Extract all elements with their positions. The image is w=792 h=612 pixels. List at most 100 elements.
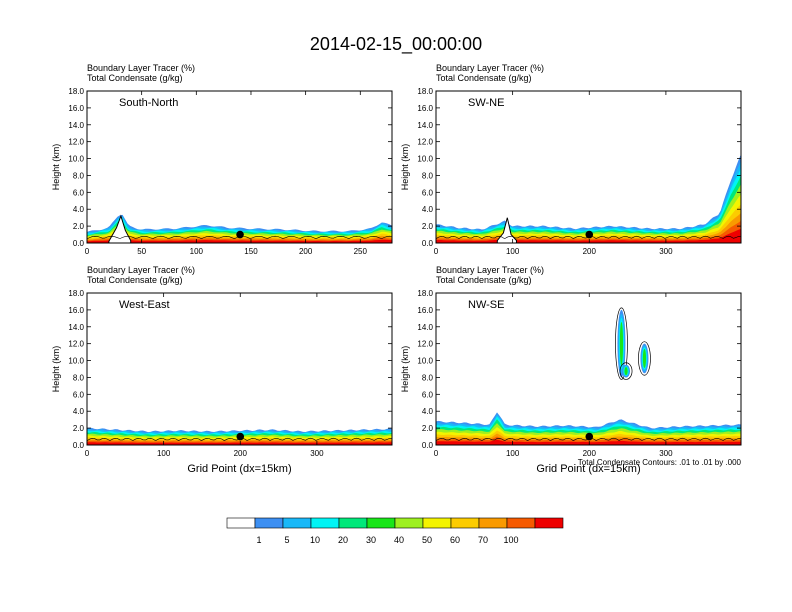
x-tick-label: 200 bbox=[583, 247, 597, 256]
y-tick-label: 16.0 bbox=[68, 306, 84, 315]
panel-title-line-1: Boundary Layer Tracer (%) bbox=[87, 63, 195, 73]
y-tick-label: 14.0 bbox=[68, 323, 84, 332]
y-tick-label: 6.0 bbox=[422, 390, 434, 399]
x-axis-label: Grid Point (dx=15km) bbox=[187, 463, 291, 475]
y-tick-label: 16.0 bbox=[417, 104, 433, 113]
y-tick-label: 4.0 bbox=[73, 407, 85, 416]
location-marker bbox=[585, 432, 594, 441]
panel-title-line-2: Total Condensate (g/kg) bbox=[436, 275, 532, 285]
figure-footnote: Total Condensate Contours: .01 to .01 by… bbox=[578, 458, 742, 467]
plume-2-band-4 bbox=[642, 348, 647, 368]
panel-title-line-1: Boundary Layer Tracer (%) bbox=[87, 265, 195, 275]
plot-area bbox=[436, 307, 741, 445]
y-tick-label: 18.0 bbox=[417, 87, 433, 96]
x-tick-label: 100 bbox=[506, 449, 520, 458]
tracer-band-10 bbox=[436, 228, 741, 243]
colorbar-swatch-4 bbox=[310, 517, 340, 529]
y-tick-label: 6.0 bbox=[422, 188, 434, 197]
colorbar-label: 1 bbox=[256, 535, 261, 545]
y-tick-label: 14.0 bbox=[417, 323, 433, 332]
y-tick-label: 2.0 bbox=[422, 424, 434, 433]
panel-title-line-1: Boundary Layer Tracer (%) bbox=[436, 265, 544, 275]
y-tick-label: 4.0 bbox=[422, 205, 434, 214]
plot-area bbox=[87, 427, 392, 445]
y-tick-label: 18.0 bbox=[68, 87, 84, 96]
x-tick-label: 250 bbox=[354, 247, 368, 256]
x-tick-label: 100 bbox=[506, 247, 520, 256]
colorbar-swatch-8 bbox=[422, 517, 452, 529]
colorbar-swatch-9 bbox=[450, 517, 480, 529]
location-marker bbox=[236, 230, 244, 239]
panel-label: South-North bbox=[119, 97, 178, 109]
panel-nw-se: 0.0 2.0 4.0 6.0 8.0 10.0 12.0 14.0 16.0 18.0 0 100 2… bbox=[400, 265, 742, 475]
location-marker bbox=[585, 230, 594, 239]
panel-label: NW-SE bbox=[468, 299, 504, 311]
plume-contour-1 bbox=[615, 307, 628, 380]
colorbar-swatch-1 bbox=[226, 517, 256, 529]
x-tick-label: 0 bbox=[85, 449, 90, 458]
y-tick-label: 8.0 bbox=[73, 373, 85, 382]
y-tick-label: 12.0 bbox=[417, 340, 433, 349]
y-tick-label: 0.0 bbox=[73, 441, 85, 450]
y-tick-label: 2.0 bbox=[73, 222, 85, 231]
y-tick-label: 8.0 bbox=[73, 171, 85, 180]
colorbar-label: 10 bbox=[310, 535, 320, 545]
colorbar-label: 20 bbox=[338, 535, 348, 545]
y-tick-label: 0.0 bbox=[422, 441, 434, 450]
colorbar: 1 5 10 20 30 40 50 60 70 100 bbox=[226, 517, 564, 545]
x-tick-label: 0 bbox=[434, 449, 439, 458]
x-tick-label: 200 bbox=[234, 449, 248, 458]
plot-area bbox=[87, 214, 392, 243]
colorbar-swatch-2 bbox=[254, 517, 284, 529]
colorbar-label: 5 bbox=[284, 535, 289, 545]
y-tick-label: 16.0 bbox=[68, 104, 84, 113]
y-tick-label: 6.0 bbox=[73, 390, 85, 399]
y-tick-label: 14.0 bbox=[68, 121, 84, 130]
colorbar-swatch-10 bbox=[478, 517, 508, 529]
figure-title: 2014-02-15_00:00:00 bbox=[310, 34, 482, 55]
colorbar-swatch-5 bbox=[338, 517, 368, 529]
colorbar-label: 30 bbox=[366, 535, 376, 545]
plume-1-band-4 bbox=[619, 322, 624, 366]
plot-area bbox=[436, 154, 741, 243]
panel-title-line-2: Total Condensate (g/kg) bbox=[87, 275, 183, 285]
y-tick-label: 18.0 bbox=[417, 289, 433, 298]
colorbar-swatch-12 bbox=[534, 517, 564, 529]
y-tick-label: 12.0 bbox=[417, 138, 433, 147]
x-tick-label: 300 bbox=[310, 449, 324, 458]
y-axis-label: Height (km) bbox=[51, 144, 61, 191]
x-tick-label: 100 bbox=[190, 247, 204, 256]
y-axis-label: Height (km) bbox=[400, 144, 410, 191]
plume-3-band-4 bbox=[624, 367, 628, 376]
y-tick-label: 12.0 bbox=[68, 138, 84, 147]
y-tick-label: 10.0 bbox=[68, 155, 84, 164]
plume-contour-2 bbox=[638, 341, 651, 376]
x-tick-label: 0 bbox=[85, 247, 90, 256]
y-tick-label: 16.0 bbox=[417, 306, 433, 315]
x-tick-label: 300 bbox=[659, 247, 673, 256]
y-tick-label: 4.0 bbox=[73, 205, 85, 214]
y-tick-label: 6.0 bbox=[73, 188, 85, 197]
x-tick-label: 300 bbox=[659, 449, 673, 458]
tracer-band-10 bbox=[87, 238, 392, 243]
y-tick-label: 8.0 bbox=[422, 373, 434, 382]
panel-title-line-1: Boundary Layer Tracer (%) bbox=[436, 63, 544, 73]
panel-title-line-2: Total Condensate (g/kg) bbox=[87, 73, 183, 83]
y-tick-label: 0.0 bbox=[73, 239, 85, 248]
colorbar-swatch-3 bbox=[282, 517, 312, 529]
plot-frame bbox=[86, 90, 393, 244]
colorbar-label: 100 bbox=[503, 535, 518, 545]
y-axis-label: Height (km) bbox=[51, 346, 61, 393]
panel-south-north: 0.0 2.0 4.0 6.0 8.0 10.0 12.0 14.0 16.0 18.0 0 50 10… bbox=[51, 63, 393, 256]
x-tick-label: 200 bbox=[299, 247, 313, 256]
colorbar-swatch-11 bbox=[506, 517, 536, 529]
panel-sw-ne: 0.0 2.0 4.0 6.0 8.0 10.0 12.0 14.0 16.0 18.0 0 100 2… bbox=[400, 63, 742, 256]
location-marker bbox=[236, 432, 245, 441]
x-tick-label: 200 bbox=[583, 449, 597, 458]
panel-label: West-East bbox=[119, 299, 170, 311]
y-tick-label: 10.0 bbox=[68, 357, 84, 366]
x-axis-label: Grid Point (dx=15km) bbox=[536, 463, 640, 475]
y-tick-label: 0.0 bbox=[422, 239, 434, 248]
y-tick-label: 4.0 bbox=[422, 407, 434, 416]
